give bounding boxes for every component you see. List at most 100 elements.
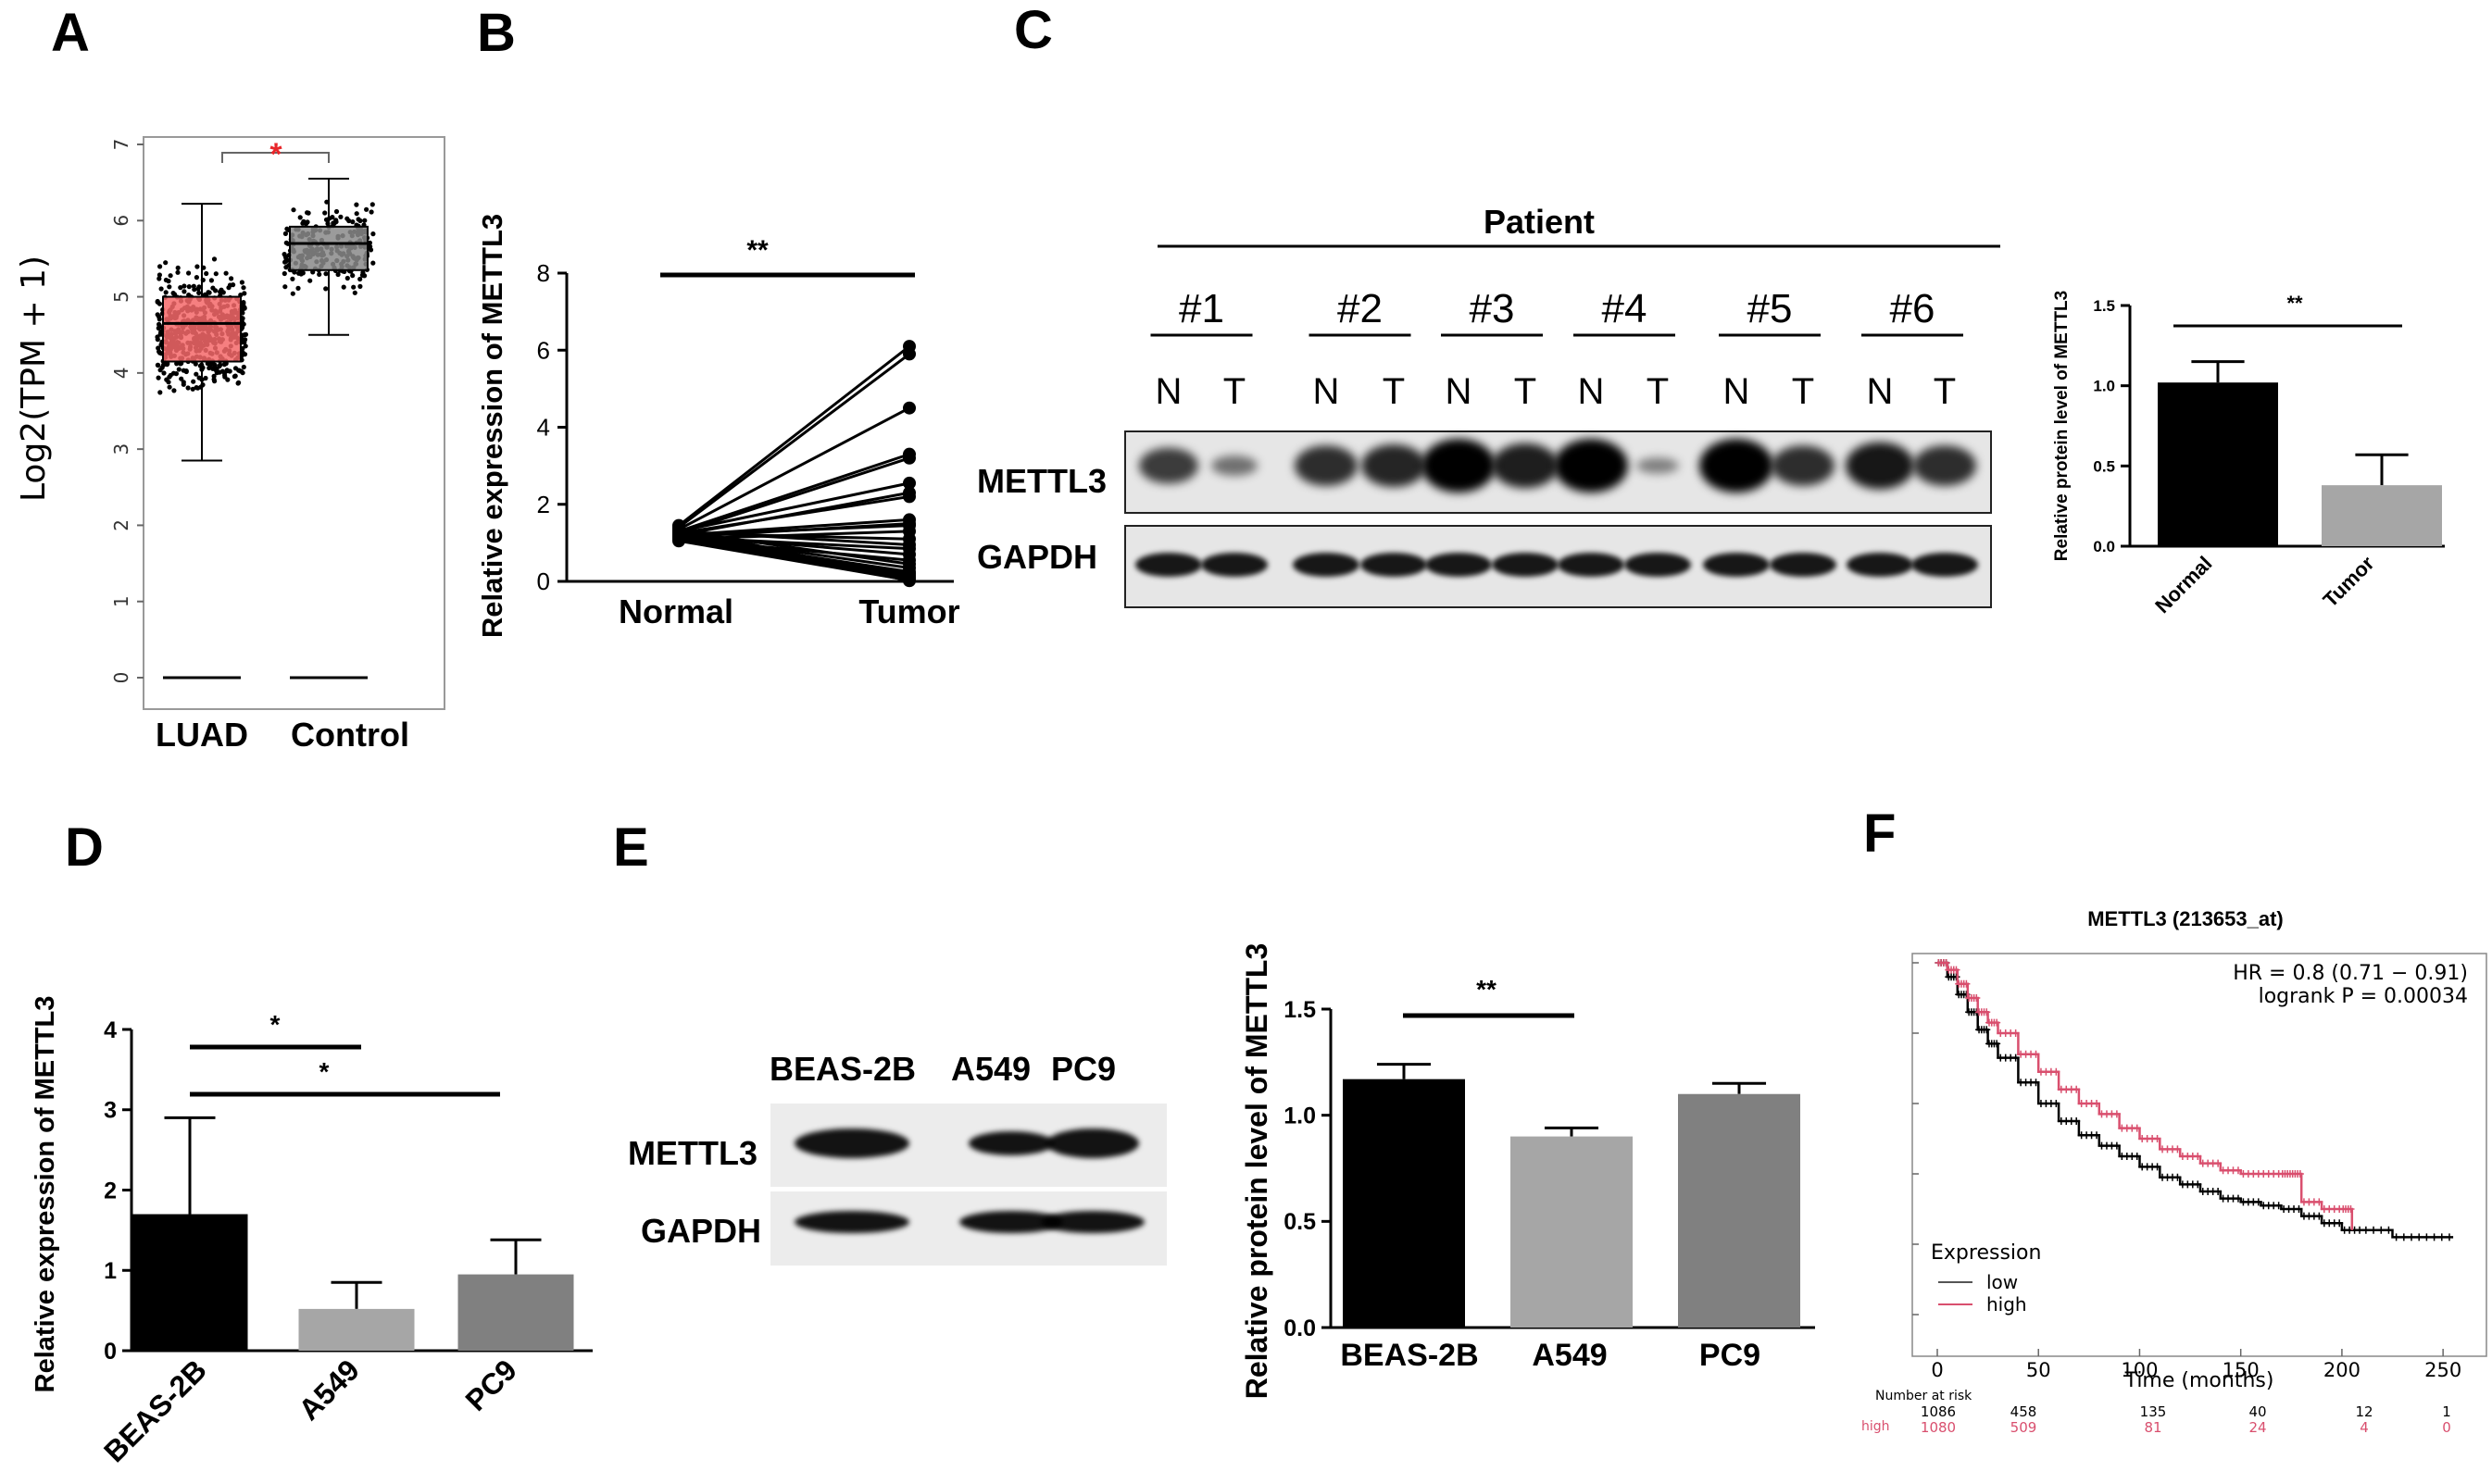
panel-a-point [182, 283, 187, 289]
panel-f-censor-mark [2399, 1233, 2408, 1241]
panel-a-point [207, 362, 214, 368]
panel-d-bar-beas2b [131, 1214, 248, 1351]
panel-a-point [168, 273, 173, 279]
panel-b-category-normal: Normal [619, 592, 733, 630]
panel-a-point [165, 361, 170, 367]
panel-a-boxplot: 0 1 2 3 4 5 6 7 Log2(TPM + 1) * LUAD Control [15, 136, 445, 754]
panel-f-risk-value: 81 [2144, 1419, 2161, 1436]
panel-f-hr: HR = 0.8 (0.71 − 0.91) [2233, 962, 2468, 985]
panel-a-point [317, 271, 322, 277]
panel-d-y-tick-label: 2 [104, 1178, 117, 1203]
panel-e-category-pc9: PC9 [1699, 1338, 1760, 1373]
panel-e-category-a549: A549 [1532, 1338, 1607, 1373]
panel-f-x-tick-label: 100 [2121, 1359, 2158, 1381]
panel-a-point [194, 264, 200, 269]
panel-b-pair-line [678, 530, 910, 546]
panel-a-point [350, 219, 356, 225]
panel-a-point [157, 317, 162, 322]
panel-c-y-tick-label: 0.0 [2093, 538, 2115, 555]
panel-e-y-label: Relative protein level of METTL3 [1240, 943, 1273, 1400]
panel-d-category-a549: A549 [292, 1353, 366, 1427]
panel-f-title: METTL3 (213653_at) [2087, 907, 2284, 930]
panel-b-normal-point [672, 532, 685, 546]
panel-c-category-tumor: Tumor [2319, 552, 2379, 612]
panel-a-point [214, 370, 219, 376]
panel-a-point [239, 280, 244, 285]
panel-e-mettl3-band [969, 1131, 1054, 1155]
panel-d-bars: 0 1 2 3 4 [104, 1017, 593, 1365]
panel-a-point [211, 256, 218, 262]
panel-f-censor-mark [2052, 1067, 2060, 1076]
panel-a-bracket [221, 152, 330, 163]
panel-e-mettl3-band [1046, 1129, 1139, 1158]
panel-b-y-tick-label: 8 [537, 259, 550, 287]
panel-c-gapdh-band [1293, 553, 1359, 577]
panel-a-point [354, 202, 359, 207]
panel-c-patient-label: #1 [1179, 286, 1224, 331]
panel-a-y-tick-label: 1 [110, 595, 132, 607]
panel-f-risk-row-high-label: high [1861, 1419, 1890, 1434]
panel-a-point [194, 385, 199, 391]
panel-d-y-tick-label: 0 [104, 1339, 117, 1365]
panel-d-y-tick-label: 1 [104, 1258, 117, 1284]
panel-a-point [186, 270, 192, 276]
panel-f-risk-value: 4 [2360, 1419, 2369, 1436]
panel-a-point [335, 271, 341, 278]
panel-a-point [282, 270, 287, 277]
panel-a-boxes [162, 178, 369, 680]
panel-a-point [163, 290, 169, 295]
panel-f-risk-value: 24 [2248, 1419, 2266, 1436]
panel-a-frame [143, 136, 445, 710]
panel-f-risk-value: 1086 [1921, 1403, 1956, 1420]
panel-f-censor-mark [2295, 1205, 2303, 1213]
panel-b-y-label: Relative expression of METTL3 [476, 214, 508, 638]
panel-a-point [155, 299, 160, 305]
panel-a-point [213, 271, 219, 277]
panel-f-censor-mark [2032, 1050, 2040, 1058]
panel-c-mettl3-band [1554, 439, 1628, 493]
panel-c-lane-label: T [1934, 371, 1956, 412]
panel-e-lane-a549: A549 [951, 1050, 1031, 1088]
panel-b-pair-line [678, 537, 910, 576]
panel-f-survival-plot: METTL3 (213653_at) 0 50 100 150 200 250 HR = … [1861, 907, 2487, 1436]
panel-a-point [290, 291, 295, 296]
panel-c-mettl3-band [1699, 439, 1773, 493]
panel-f-frame [1911, 953, 2487, 1357]
panel-a-point [166, 279, 171, 284]
panel-a-box-control [289, 225, 369, 271]
panel-a-y-tick-label: 4 [110, 367, 132, 379]
panel-c-mettl3-band [1846, 442, 1914, 490]
panel-c-gapdh-band [1703, 553, 1770, 577]
panel-a-point [359, 272, 365, 278]
panel-c-y-label: Relative protein level of METTL3 [2052, 291, 2072, 561]
panel-f-censor-mark [2415, 1233, 2423, 1241]
panel-f-risk-header: Number at risk [1875, 1389, 1972, 1403]
panel-b-tumor-point [903, 490, 916, 504]
panel-c-lane-label: N [1723, 371, 1750, 412]
panel-f-censor-mark [1952, 966, 1960, 974]
panel-a-point [344, 216, 350, 221]
panel-e-row-gapdh: GAPDH [641, 1212, 761, 1250]
panel-f-censor-mark [1983, 1026, 1991, 1034]
panel-e-bar-beas2b [1343, 1079, 1465, 1328]
panel-a-point [225, 377, 231, 382]
panel-c-patient-label: #5 [1747, 286, 1793, 331]
panel-f-censor-mark [1942, 959, 1950, 966]
panel-e-mettl3-band [795, 1129, 909, 1158]
panel-f-censor-mark [2011, 1029, 2020, 1037]
panel-f-legend-low: low [1986, 1271, 2018, 1293]
panel-a-y-tick-label: 0 [110, 672, 132, 684]
panel-a-point [218, 362, 223, 368]
panel-label-a: A [51, 3, 90, 63]
panel-d-significance-1: * [270, 1010, 281, 1039]
panel-b-pair-line [678, 481, 910, 533]
panel-c-lane-label: N [1446, 371, 1472, 412]
panel-c-row-mettl3: METTL3 [977, 462, 1107, 500]
panel-b-y-tick-label: 6 [537, 336, 550, 364]
panel-e-lane-pc9: PC9 [1051, 1050, 1116, 1088]
panel-f-risk-value: 0 [2442, 1419, 2451, 1436]
panel-f-censor-mark [2437, 1233, 2446, 1241]
panel-f-censor-mark [2093, 1100, 2101, 1107]
